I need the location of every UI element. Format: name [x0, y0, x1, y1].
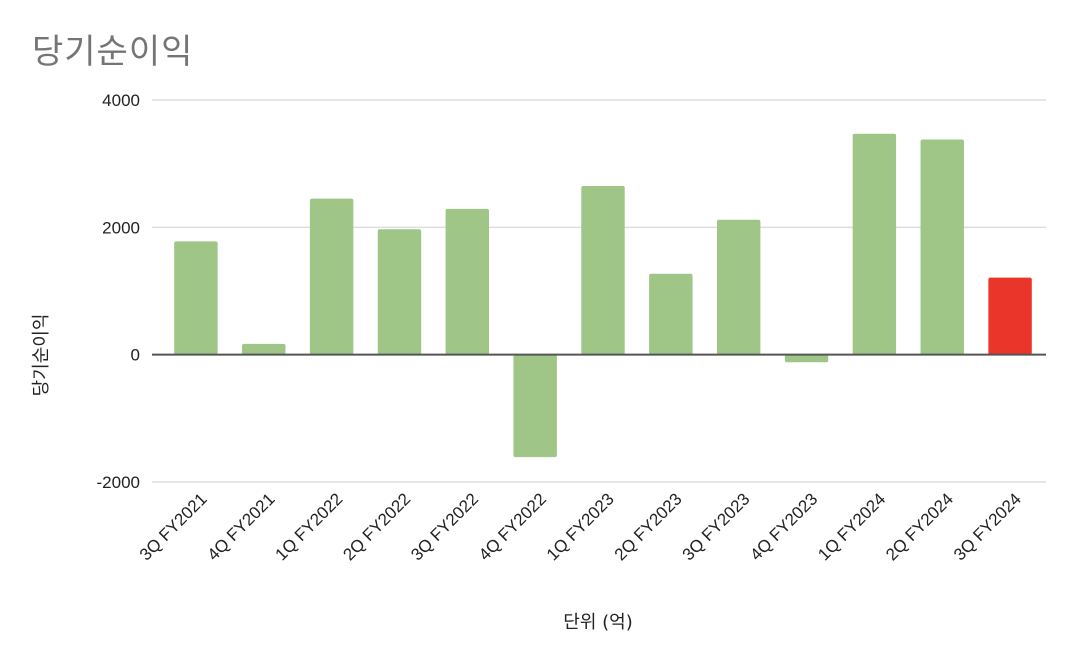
x-tick-label: 2Q FY2022 [339, 489, 414, 564]
x-tick-label: 3Q FY2022 [407, 489, 482, 564]
y-tick-label: -2000 [97, 473, 140, 492]
bar [784, 354, 829, 363]
y-tick-label: 0 [131, 346, 140, 365]
bar [852, 133, 897, 355]
x-tick-label: 2Q FY2023 [611, 489, 686, 564]
bar [513, 354, 557, 458]
bar [581, 185, 625, 355]
bar [377, 229, 422, 355]
bar [309, 198, 354, 355]
bar [988, 277, 1032, 355]
x-tick-label: 2Q FY2024 [882, 489, 957, 564]
x-axis-label: 단위 (억) [563, 612, 632, 633]
chart-title: 당기순이익 [32, 32, 194, 72]
bar [716, 219, 761, 355]
bars [174, 133, 1032, 458]
bar [649, 273, 693, 355]
y-axis-label: 당기순이익 [31, 314, 52, 397]
x-tick-label: 1Q FY2024 [814, 489, 889, 564]
y-tick-label: 4000 [102, 91, 140, 110]
x-tick-label: 4Q FY2023 [746, 489, 821, 564]
bar [242, 343, 286, 355]
bar [920, 139, 964, 355]
bar [174, 241, 218, 355]
x-tick-label: 4Q FY2022 [475, 489, 550, 564]
x-tick-label: 1Q FY2022 [272, 489, 347, 564]
y-tick-labels: -2000 0 2000 4000 [97, 91, 140, 492]
x-tick-label: 3Q FY2024 [950, 489, 1025, 564]
x-tick-label: 4Q FY2021 [204, 489, 279, 564]
bar [445, 208, 490, 355]
x-tick-label: 3Q FY2021 [136, 489, 211, 564]
y-tick-label: 2000 [102, 218, 140, 237]
x-tick-label: 3Q FY2023 [679, 489, 754, 564]
x-tick-label: 1Q FY2023 [543, 489, 618, 564]
